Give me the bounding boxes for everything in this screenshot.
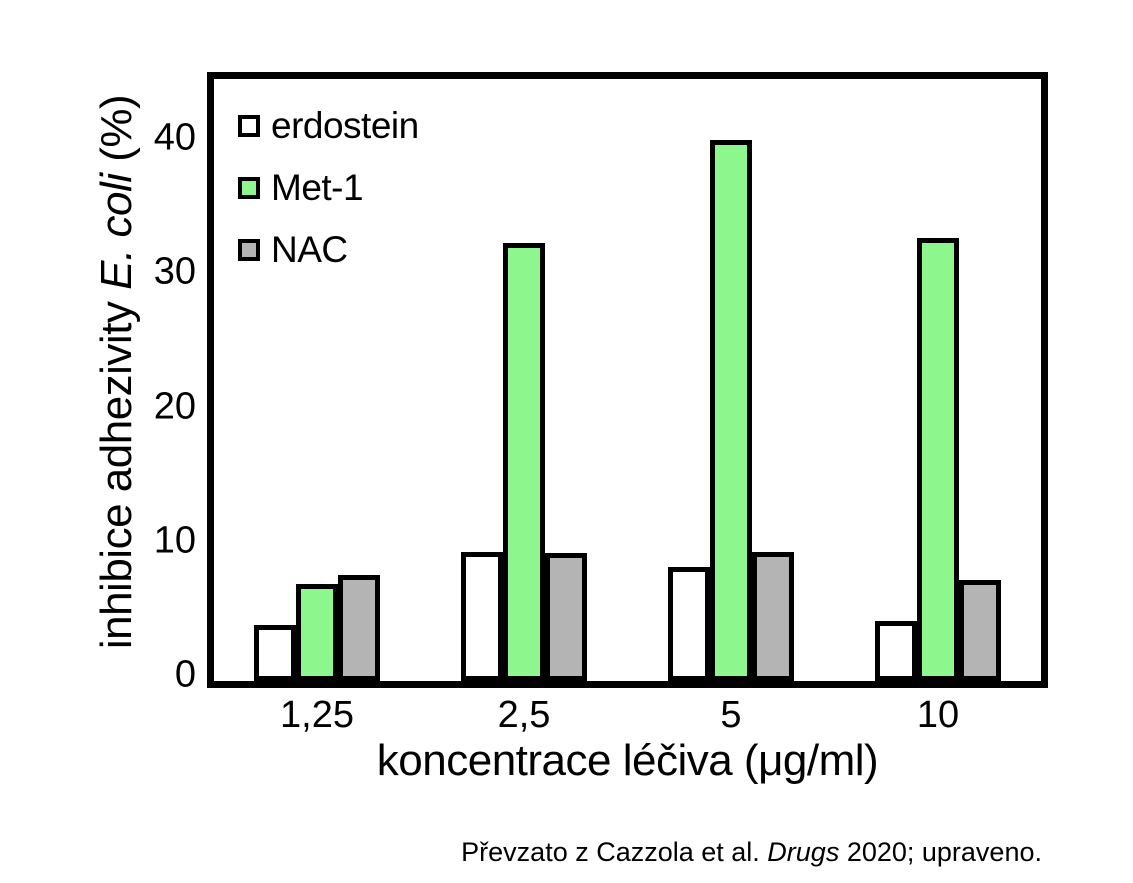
- legend-item-NAC: NAC: [238, 229, 419, 271]
- legend-label: NAC: [271, 229, 348, 270]
- caption-post: 2020; upraveno.: [839, 837, 1042, 867]
- bar-erdostein-2,5: [461, 552, 503, 681]
- legend-label: erdostein: [271, 105, 419, 146]
- bar-erdostein-5: [668, 567, 710, 681]
- y-tick-label-0: 0: [174, 653, 196, 696]
- x-tick-label-5: 5: [720, 694, 742, 736]
- bar-Met-1-5: [710, 140, 752, 681]
- bar-NAC-10: [959, 580, 1001, 681]
- y-axis-label: inhibice adhezivity E. coli (%): [92, 95, 142, 649]
- y-tick-label-10: 10: [153, 519, 196, 562]
- y-axis-label-pre: inhibice adhezivity: [92, 289, 141, 650]
- x-tick-label-1,25: 1,25: [280, 694, 354, 736]
- legend: erdostein Met-1 NAC: [238, 105, 419, 271]
- legend-item-Met-1: Met-1: [238, 167, 419, 209]
- plot-area: erdostein Met-1 NAC: [207, 72, 1048, 688]
- bar-NAC-1,25: [338, 575, 380, 681]
- source-caption: Převzato z Cazzola et al. Drugs 2020; up…: [461, 837, 1042, 868]
- bar-Met-1-2,5: [503, 243, 545, 681]
- y-tick-label-30: 30: [153, 250, 196, 293]
- legend-swatch-icon: [238, 115, 260, 137]
- plot-inner: [214, 79, 1041, 681]
- x-tick-label-2,5: 2,5: [497, 694, 551, 736]
- legend-item-erdostein: erdostein: [238, 105, 419, 147]
- x-tick-label-10: 10: [916, 694, 960, 736]
- legend-swatch-icon: [238, 239, 260, 261]
- caption-italic: Drugs: [767, 837, 840, 867]
- legend-swatch-icon: [238, 177, 260, 199]
- y-tick-label-40: 40: [153, 116, 196, 159]
- y-tick-label-20: 20: [153, 385, 196, 428]
- bar-Met-1-10: [917, 238, 959, 681]
- legend-label: Met-1: [271, 167, 364, 208]
- bar-erdostein-1,25: [254, 625, 296, 681]
- bar-NAC-5: [752, 552, 794, 681]
- bar-erdostein-10: [875, 621, 917, 681]
- bar-Met-1-1,25: [296, 584, 338, 681]
- caption-pre: Převzato z Cazzola et al.: [461, 837, 768, 867]
- x-axis-label: koncentrace léčiva (μg/ml): [376, 736, 879, 785]
- bar-NAC-2,5: [545, 553, 587, 681]
